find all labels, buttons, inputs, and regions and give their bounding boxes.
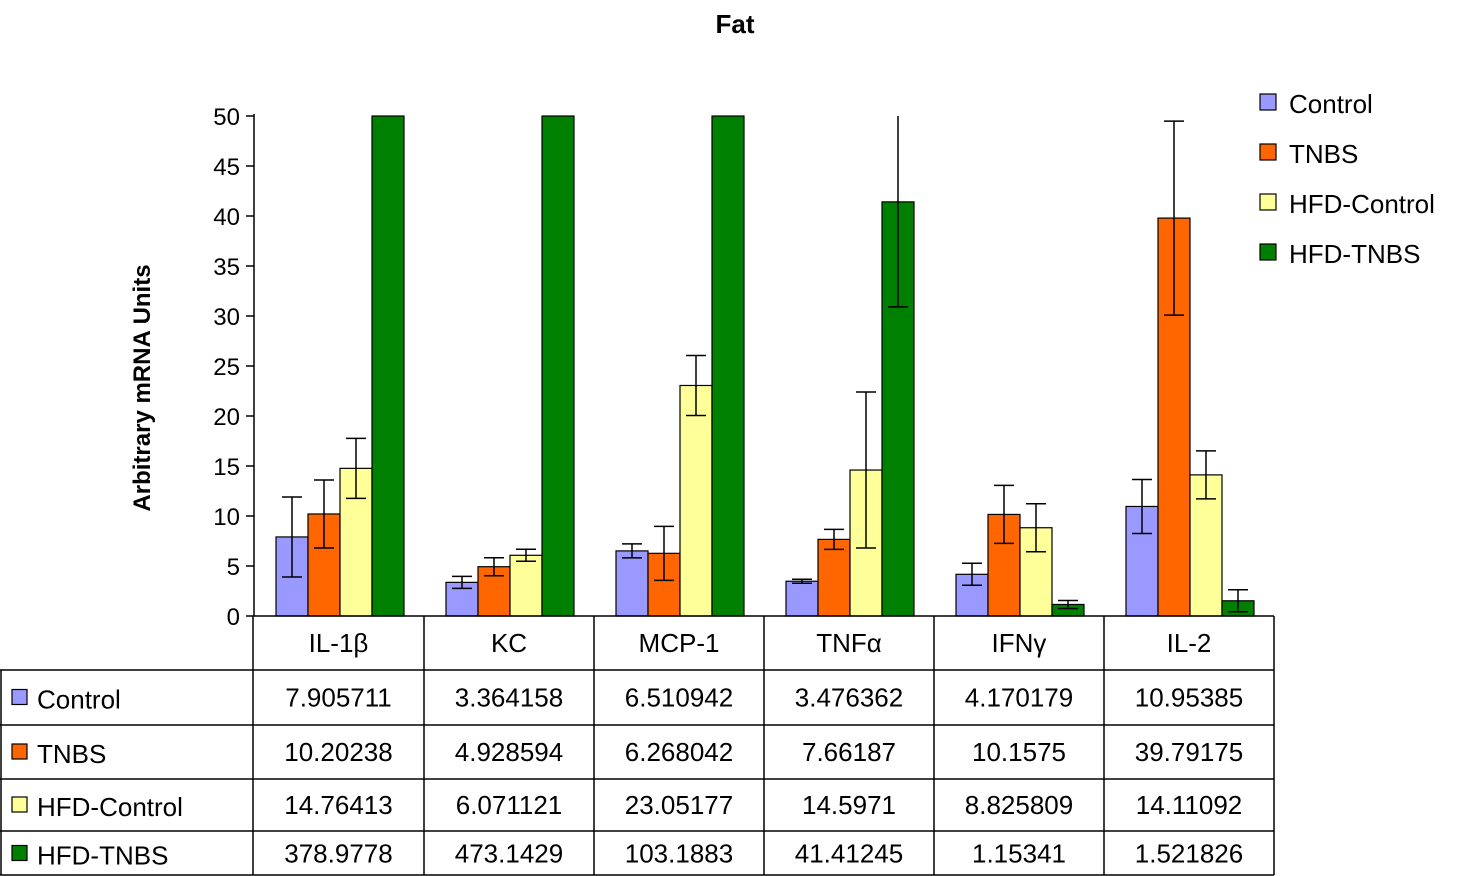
table-legend-key [11,688,28,706]
table-cell-value: 14.11092 [1136,790,1243,820]
bars [254,115,1274,617]
table-cell-value: 23.05177 [625,790,733,820]
error-bar [792,578,812,584]
data-table: IL-1β KC MCP-1 TNFα IFNγ IL-2 Control 7.905711 3… [0,616,1275,876]
y-tick-label: 45 [213,154,240,181]
table-cell-value: 7.905711 [285,683,392,713]
error-bar [346,437,366,500]
table-cell-value: 14.76413 [284,790,392,820]
category-label: TNFα [816,628,882,658]
error-bar [1132,478,1152,535]
error-bar [888,116,908,308]
y-tick-label: 0 [227,604,240,631]
error-bar [994,484,1014,545]
table-cell-value: 4.170179 [965,683,1073,713]
y-tick-label: 5 [227,554,240,581]
table-series-name: TNBS [37,739,106,769]
error-bar [1058,599,1078,610]
y-tick-label: 35 [213,254,240,281]
bar [371,115,405,617]
y-tick-label: 50 [213,104,240,131]
bar [711,115,745,617]
bar [785,580,819,617]
table-cell-value: 4.928594 [455,737,563,767]
bar [817,538,851,617]
bar [679,384,713,617]
table-legend-key [11,844,28,862]
error-bar [314,479,334,549]
table-cell-value: 10.20238 [284,737,392,767]
table-cell-value: 14.5971 [802,790,896,820]
error-bar [654,525,674,582]
category-label: IFNγ [992,628,1047,658]
error-bar [1164,120,1184,316]
category-label: KC [491,628,527,658]
error-bar [622,543,642,559]
error-bar [824,528,844,551]
error-bar [686,354,706,417]
table-cell-value: 103.1883 [625,839,733,869]
y-tick-label: 40 [213,204,240,231]
error-bars [282,116,1248,613]
table-cell-value: 7.66187 [802,737,896,767]
table-cell-value: 6.268042 [625,737,733,767]
y-tick-label: 20 [213,404,240,431]
table-cell-value: 378.9778 [284,839,392,869]
error-bar [452,575,472,590]
table-cell-value: 10.95385 [1135,683,1243,713]
table-cell-value: 6.510942 [625,683,733,713]
error-bar [856,391,876,549]
y-axis: 0 5 10 15 20 25 30 35 40 45 50 [213,104,255,631]
table-legend-key [11,743,28,760]
y-tick-label: 30 [213,304,240,331]
table-series-name: HFD-Control [37,792,183,822]
legend-key [1259,193,1277,211]
error-bar [1228,589,1248,613]
error-bar [282,496,302,578]
table-cell-value: 10.1575 [972,737,1066,767]
table-cell-value: 8.825809 [965,790,1073,820]
error-bar [516,548,536,563]
error-bar [484,556,504,577]
error-bar [962,562,982,587]
error-bar [1196,450,1216,500]
table-series-name: Control [37,685,121,715]
legend-key [1259,243,1277,261]
y-tick-label: 15 [213,454,240,481]
y-tick-label: 10 [213,504,240,531]
chart-title: Fat [716,9,755,39]
category-label: MCP-1 [639,628,720,658]
category-label: IL-2 [1167,628,1212,658]
legend-label: HFD-TNBS [1289,239,1420,269]
table-cell-value: 6.071121 [456,790,563,820]
legend-label: HFD-Control [1289,189,1435,219]
legend-key [1259,93,1277,111]
table-cell-value: 1.521826 [1135,839,1243,869]
table-series-name: HFD-TNBS [37,841,168,871]
table-cell-value: 473.1429 [455,839,563,869]
error-bar [1026,502,1046,553]
table-cell-value: 41.41245 [795,839,903,869]
table-cell-value: 3.476362 [795,683,903,713]
bar [615,550,649,617]
bar [541,115,575,617]
table-legend-key [11,796,28,813]
table-cell-value: 1.15341 [972,839,1066,869]
y-axis-label: Arbitrary mRNA Units [129,264,156,511]
table-cell-value: 3.364158 [455,683,563,713]
bar [509,554,543,617]
legend: Control TNBS HFD-Control HFD-TNBS [1259,89,1435,269]
legend-label: TNBS [1289,139,1358,169]
table-cell-value: 39.79175 [1135,737,1243,767]
y-tick-label: 25 [213,354,240,381]
legend-label: Control [1289,89,1373,119]
category-label: IL-1β [309,628,369,658]
legend-key [1259,143,1277,161]
